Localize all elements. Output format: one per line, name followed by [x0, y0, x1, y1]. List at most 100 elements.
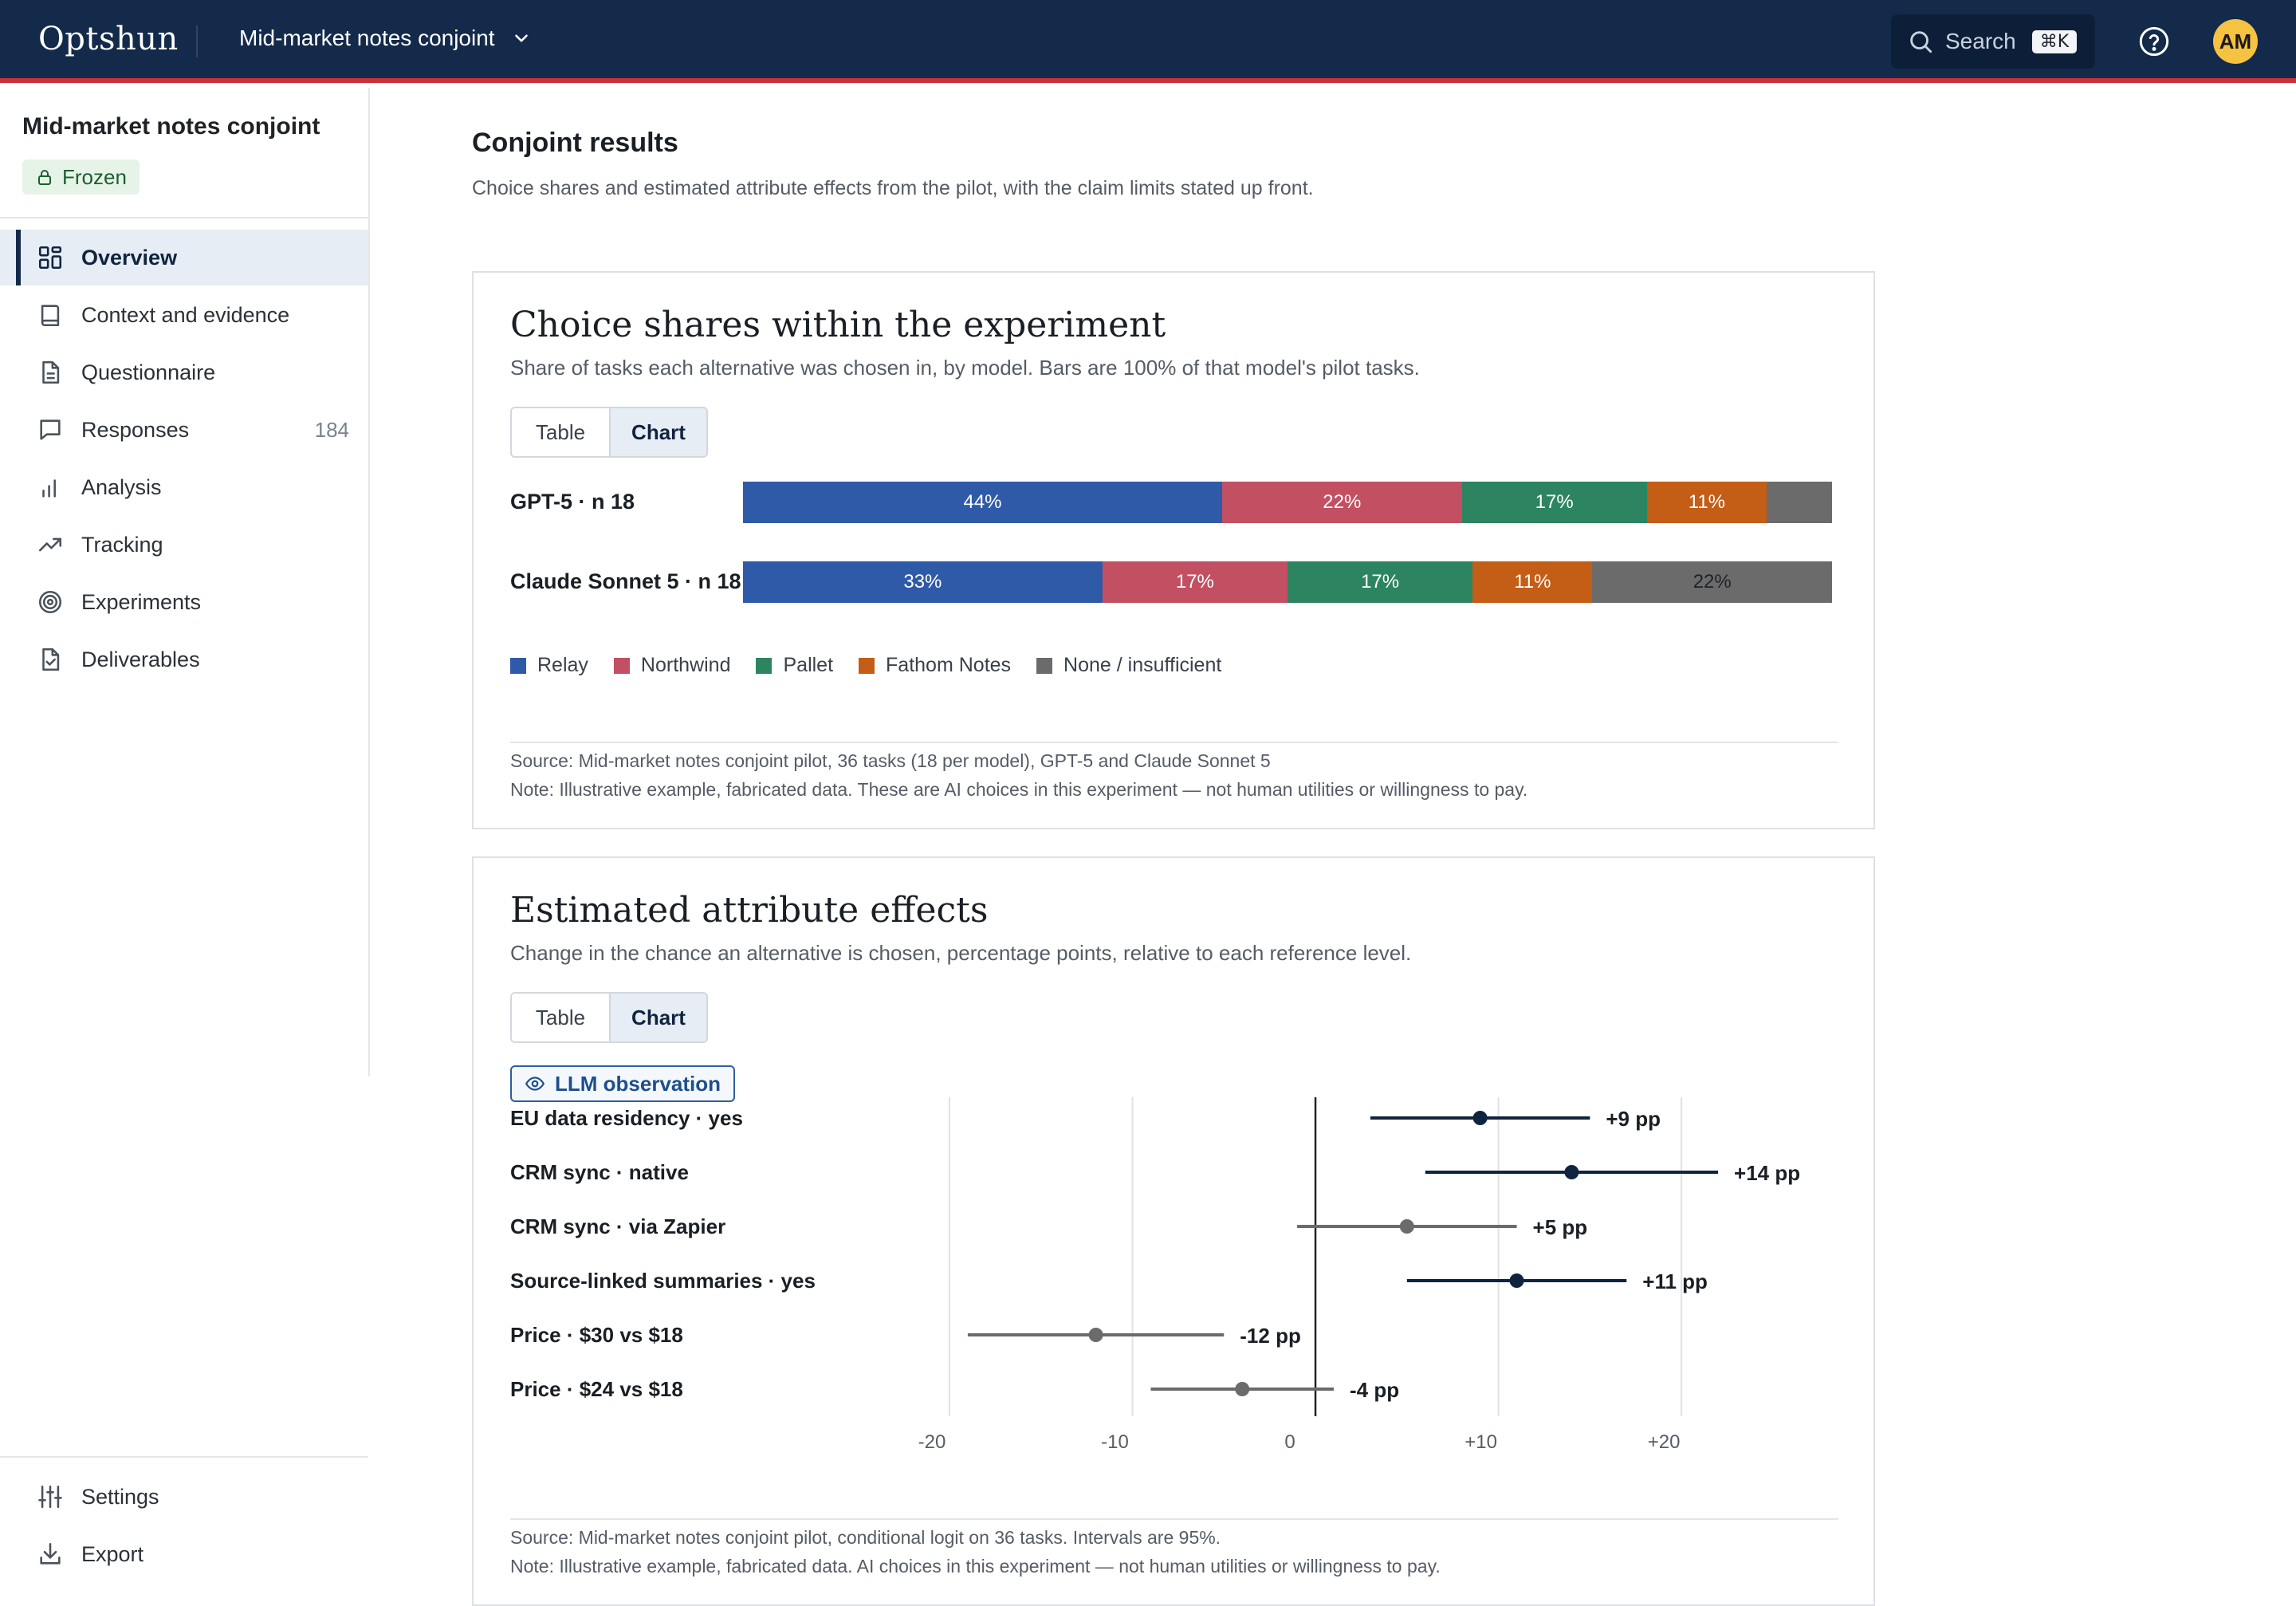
point-estimate [1399, 1219, 1414, 1234]
effect-row-label: CRM sync · native [510, 1160, 689, 1184]
sidebar-item-label: Experiments [81, 589, 202, 614]
target-icon [38, 590, 62, 614]
bar-segment[interactable] [1767, 482, 1832, 523]
tab-chart[interactable]: Chart [609, 994, 706, 1041]
point-estimate [1235, 1382, 1250, 1396]
bar-segment[interactable]: 17% [1461, 482, 1647, 523]
footnote-source: Source: Mid-market notes conjoint pilot,… [510, 1527, 1221, 1548]
choice-shares-card: Choice shares within the experiment Shar… [472, 271, 1875, 829]
bar-segment[interactable]: 22% [1592, 561, 1832, 603]
search-shortcut: ⌘K [2031, 30, 2078, 53]
llm-observation-badge: LLM observation [510, 1065, 736, 1102]
status-badge-label: Frozen [62, 164, 127, 189]
legend-label: Pallet [783, 654, 834, 676]
sidebar-item-label: Overview [81, 245, 178, 270]
footnote-divider [510, 742, 1838, 743]
sidebar-item-overview[interactable]: Overview [0, 230, 368, 285]
footnote-note: Note: Illustrative example, fabricated d… [510, 1556, 1441, 1576]
responses-count: 184 [314, 417, 349, 442]
avatar[interactable]: AM [2213, 19, 2258, 64]
sidebar-item-settings[interactable]: Settings [0, 1469, 368, 1525]
search-icon [1910, 31, 1932, 53]
effect-row-label: CRM sync · via Zapier [510, 1214, 725, 1238]
project-switcher[interactable]: Mid-market notes conjoint [239, 26, 532, 51]
help-icon[interactable] [2138, 26, 2170, 57]
bar-segment[interactable]: 33% [743, 561, 1103, 603]
sidebar-item-tracking[interactable]: Tracking [0, 517, 368, 573]
chat-icon [40, 419, 61, 440]
footnote-note: Note: Illustrative example, fabricated d… [510, 779, 1528, 800]
effect-row-label: Source-linked summaries · yes [510, 1269, 816, 1293]
sidebar-project-name: Mid-market notes conjoint [22, 113, 320, 140]
bar-row: Claude Sonnet 5 · n 18 33% 17% 17% 11% 22% [510, 561, 1840, 603]
effect-row-label: Price · $30 vs $18 [510, 1323, 683, 1347]
bar-segment[interactable]: 22% [1222, 482, 1462, 523]
card-title: Estimated attribute effects [510, 890, 989, 931]
card-subtitle: Change in the chance an alternative is c… [510, 941, 1412, 965]
point-estimate [1509, 1273, 1524, 1288]
brand-logo[interactable]: Optshun [38, 21, 179, 57]
footnote: Source: Mid-market notes conjoint pilot,… [510, 1523, 1441, 1580]
page-title: Conjoint results [472, 128, 678, 158]
effect-value-label: +11 pp [1642, 1269, 1708, 1293]
forest-plot: -20 -10 0 +10 +20 EU data residency · yes +9 p… [510, 1097, 1800, 1453]
page-subtitle: Choice shares and estimated attribute ef… [472, 177, 1314, 199]
sidebar-nav: Overview Context and evidence Questionna… [0, 230, 368, 689]
bar-row-label: GPT-5 · n 18 [510, 490, 635, 514]
sidebar-item-context[interactable]: Context and evidence [0, 287, 368, 343]
effect-row-label: Price · $24 vs $18 [510, 1377, 683, 1401]
bar-segment[interactable]: 11% [1646, 482, 1767, 523]
x-tick-label: +10 [1464, 1431, 1497, 1453]
effect-value-label: +14 pp [1734, 1161, 1800, 1185]
sidebar-item-export[interactable]: Export [0, 1526, 368, 1582]
eye-icon [525, 1077, 545, 1091]
point-estimate [1088, 1328, 1103, 1342]
legend-item: Relay [510, 654, 588, 677]
sliders-icon [38, 1485, 62, 1509]
bar-track: 33% 17% 17% 11% 22% [743, 561, 1832, 603]
x-tick-label: +20 [1648, 1431, 1681, 1453]
tab-table[interactable]: Table [512, 408, 609, 456]
bar-segment[interactable]: 44% [743, 482, 1223, 523]
effect-value-label: +5 pp [1533, 1215, 1588, 1239]
tab-chart[interactable]: Chart [609, 408, 706, 456]
sidebar-item-questionnaire[interactable]: Questionnaire [0, 344, 368, 400]
legend-swatch [756, 657, 773, 674]
point-estimate [1472, 1111, 1488, 1125]
llm-observation-label: LLM observation [555, 1071, 721, 1096]
legend-swatch [859, 657, 875, 674]
sidebar-item-experiments[interactable]: Experiments [0, 574, 368, 630]
bar-segment[interactable]: 17% [1102, 561, 1288, 603]
x-tick-label: -20 [918, 1431, 946, 1453]
chart-legend: Relay Northwind Pallet Fathom Notes None / i… [510, 654, 1221, 677]
point-estimate [1564, 1165, 1579, 1179]
dashboard-icon [38, 246, 62, 270]
footnote-divider [510, 1518, 1838, 1520]
sidebar-item-responses[interactable]: Responses 184 [0, 402, 368, 458]
bar-segment[interactable]: 11% [1472, 561, 1593, 603]
card-subtitle: Share of tasks each alternative was chos… [510, 356, 1420, 380]
bar-segment[interactable]: 17% [1287, 561, 1473, 603]
legend-label: Northwind [640, 654, 731, 676]
sidebar-item-label: Questionnaire [81, 360, 216, 384]
footnote-source: Source: Mid-market notes conjoint pilot,… [510, 750, 1271, 771]
search-input[interactable]: Search ⌘K [1891, 14, 2095, 69]
effect-row-label: EU data residency · yes [510, 1106, 743, 1130]
sidebar-item-deliverables[interactable]: Deliverables [0, 632, 368, 687]
topbar-divider [196, 26, 198, 57]
tab-table[interactable]: Table [512, 994, 609, 1041]
sidebar-item-analysis[interactable]: Analysis [0, 459, 368, 515]
sidebar-bottom-nav: Settings Export [0, 1469, 368, 1584]
bar-track: 44% 22% 17% 11% [743, 482, 1832, 523]
sidebar-item-label: Analysis [81, 474, 162, 499]
lock-icon [38, 170, 51, 185]
card-title: Choice shares within the experiment [510, 305, 1166, 345]
legend-item: None / insufficient [1036, 654, 1221, 677]
chevron-down-icon [514, 34, 528, 42]
bar-chart-icon [42, 479, 56, 498]
trend-icon [38, 537, 62, 552]
file-check-icon [42, 648, 60, 671]
x-tick-label: -10 [1101, 1431, 1129, 1453]
effect-value-label: -12 pp [1240, 1324, 1301, 1348]
legend-item: Pallet [756, 654, 833, 677]
